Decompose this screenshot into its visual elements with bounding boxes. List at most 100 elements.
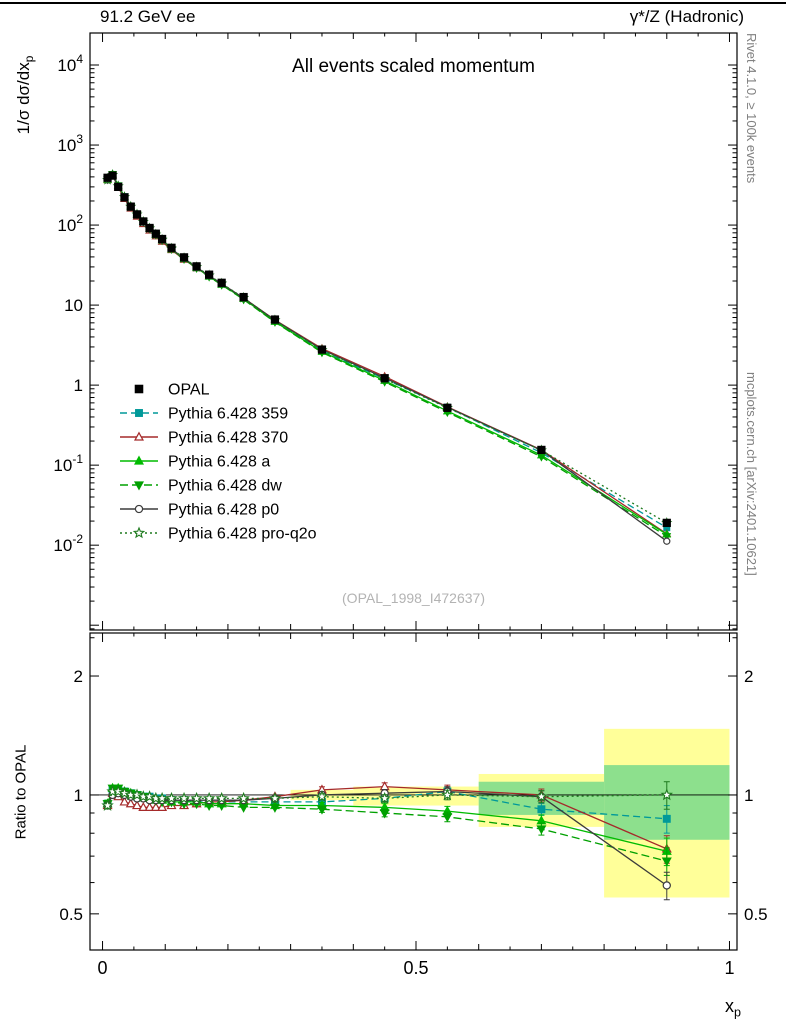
marker-square <box>145 223 154 233</box>
x-axis-label-sub: p <box>733 1005 741 1020</box>
mcplots-arxiv-note: mcplots.cern.ch [arXiv:2401.10621] <box>744 372 759 576</box>
marker-square <box>151 229 160 238</box>
marker-triangle-down <box>269 803 280 813</box>
main-y-tick-label: 104 <box>57 52 83 75</box>
band-yellow <box>353 786 479 806</box>
marker-square <box>126 202 135 211</box>
marker-triangle-down <box>442 813 453 823</box>
marker-triangle-down <box>238 803 249 813</box>
marker-triangle-down <box>316 805 327 815</box>
marker-square <box>239 292 248 302</box>
main-y-axis-label: 1/σ dσ/dxp <box>14 56 36 135</box>
marker-star <box>535 790 548 802</box>
marker-star <box>118 786 131 799</box>
legend-label: OPAL <box>168 382 210 399</box>
marker-star <box>130 788 144 801</box>
x-tick-label: 0.5 <box>403 958 428 978</box>
marker-star <box>165 791 178 804</box>
main-y-axis-label-sub: p <box>22 55 37 63</box>
legend: OPAL Pythia 6.428 359 Pythia 6.428 370 Pyth… <box>120 382 317 543</box>
main-series-pro-q2o <box>102 169 673 528</box>
main-y-tick-label: 10 <box>64 296 83 315</box>
legend-label: Pythia 6.428 359 <box>168 406 288 423</box>
legend-item-pythia-6-428-359: Pythia 6.428 359 <box>120 406 288 423</box>
marker-square <box>134 384 144 394</box>
legend-item-pythia-6-428-pro-q2o: Pythia 6.428 pro-q2o <box>120 526 317 543</box>
marker-star <box>378 791 391 804</box>
marker-square <box>108 171 117 180</box>
marker-triangle-up <box>150 801 161 812</box>
marker-triangle-down <box>536 825 547 835</box>
marker-triangle-up <box>119 796 130 806</box>
marker-square <box>192 262 201 271</box>
beam-energy-label: 91.2 GeV ee <box>100 7 196 26</box>
marker-square <box>662 518 671 527</box>
marker-star <box>315 790 329 802</box>
marker-star <box>101 799 114 811</box>
ratio-series-pro-q2o <box>101 781 674 811</box>
main-y-tick-label: 103 <box>57 132 83 155</box>
legend-item-opal: OPAL <box>134 382 210 399</box>
marker-square <box>179 253 189 262</box>
marker-triangle-down <box>133 481 145 491</box>
marker-square <box>537 445 546 455</box>
ratio-y-tick-label-right: 1 <box>744 786 753 805</box>
marker-star <box>177 791 191 804</box>
marker-triangle-up <box>132 800 143 810</box>
marker-triangle-up <box>125 798 136 808</box>
marker-square <box>317 345 327 354</box>
x-tick-label: 0 <box>98 958 108 978</box>
main-data-opal <box>103 171 671 527</box>
marker-triangle-up <box>379 781 390 791</box>
main-y-tick-label: 10-2 <box>53 532 83 555</box>
axis-ticks <box>90 33 737 950</box>
legend-label: Pythia 6.428 dw <box>168 478 282 495</box>
analysis-watermark: (OPAL_1998_I472637) <box>342 590 485 606</box>
top-rule <box>0 2 786 4</box>
marker-square <box>135 409 143 417</box>
main-y-tick-label: 102 <box>57 212 83 235</box>
marker-square <box>380 374 389 383</box>
marker-square <box>114 182 123 192</box>
marker-star <box>143 790 156 802</box>
x-axis-label-text: x <box>724 996 734 1016</box>
ratio-uncertainty-bands <box>90 728 737 898</box>
legend-label: Pythia 6.428 370 <box>168 430 288 447</box>
main-y-axis-label-text: 1/σ dσ/dx <box>13 62 33 135</box>
ratio-y-tick-label-left: 2 <box>74 667 83 686</box>
marker-square <box>167 243 176 252</box>
marker-square <box>139 217 148 226</box>
marker-triangle-down <box>379 809 390 819</box>
marker-star <box>268 791 282 804</box>
legend-label: Pythia 6.428 a <box>168 454 270 471</box>
ratio-y-tick-label-right: 2 <box>744 667 753 686</box>
marker-star <box>155 791 169 804</box>
marker-square <box>443 403 452 412</box>
series-line <box>107 173 668 529</box>
marker-square <box>132 210 142 219</box>
marker-star <box>215 791 228 804</box>
x-axis-label: xp <box>725 996 741 1020</box>
marker-circle <box>663 537 671 545</box>
series-line <box>106 787 667 862</box>
marker-triangle-down <box>662 533 672 542</box>
marker-star <box>202 791 216 804</box>
main-y-tick-label: 10-1 <box>53 452 83 475</box>
series-line <box>107 173 668 524</box>
legend-item-pythia-6-428-dw: Pythia 6.428 dw <box>120 478 282 495</box>
marker-star <box>111 784 125 797</box>
marker-square <box>120 193 129 202</box>
marker-star <box>132 526 146 539</box>
main-frame <box>89 32 738 631</box>
ratio-y-axis-label: Ratio to OPAL <box>12 744 30 840</box>
marker-triangle-up <box>133 455 145 465</box>
plot-frames <box>89 32 738 951</box>
marker-square <box>217 278 226 287</box>
ratio-y-tick-label-left: 1 <box>74 786 83 805</box>
marker-circle <box>134 504 144 514</box>
x-tick-label: 1 <box>724 958 734 978</box>
marker-triangle-down <box>536 453 546 462</box>
